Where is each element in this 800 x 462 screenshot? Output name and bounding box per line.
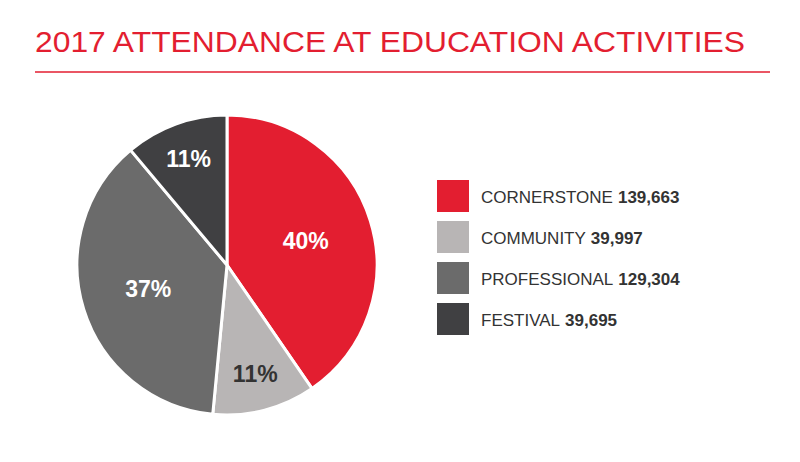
chart: 2017 ATTENDANCE AT EDUCATION ACTIVITIES 4… (0, 0, 800, 462)
legend-entry: PROFESSIONAL 129,304 (481, 270, 680, 289)
chart-container: 2017 ATTENDANCE AT EDUCATION ACTIVITIES 4… (0, 0, 800, 462)
title: 2017 ATTENDANCE AT EDUCATION ACTIVITIES (35, 26, 745, 58)
data-label: 11% (166, 146, 211, 172)
legend-entry: FESTIVAL 39,695 (481, 311, 617, 330)
data-label: 37% (125, 276, 171, 302)
data-labels: 40% 11% 37% 11% (125, 146, 329, 387)
slice (131, 115, 227, 265)
slice (213, 265, 312, 415)
title-rule (35, 71, 770, 73)
legend-swatch (437, 180, 469, 212)
legend-entry: CORNERSTONE 139,663 (481, 188, 679, 207)
legend-swatch (437, 262, 469, 294)
pie (77, 115, 377, 415)
legend-label: CORNERSTONE (481, 188, 613, 207)
legend-swatch (437, 303, 469, 335)
legend-entry: COMMUNITY 39,997 (481, 229, 643, 248)
legend: CORNERSTONE 139,663 COMMUNITY 39,997 PROFESS… (437, 180, 680, 335)
legend-count: 139,663 (618, 188, 679, 207)
legend-count: 39,695 (565, 311, 617, 330)
legend-label: PROFESSIONAL (481, 270, 613, 289)
legend-count: 39,997 (591, 229, 643, 248)
legend-label: COMMUNITY (481, 229, 586, 248)
data-label: 40% (283, 228, 329, 254)
legend-count: 129,304 (618, 270, 680, 289)
data-label: 11% (233, 361, 278, 387)
legend-label: FESTIVAL (481, 311, 560, 330)
legend-swatch (437, 221, 469, 253)
